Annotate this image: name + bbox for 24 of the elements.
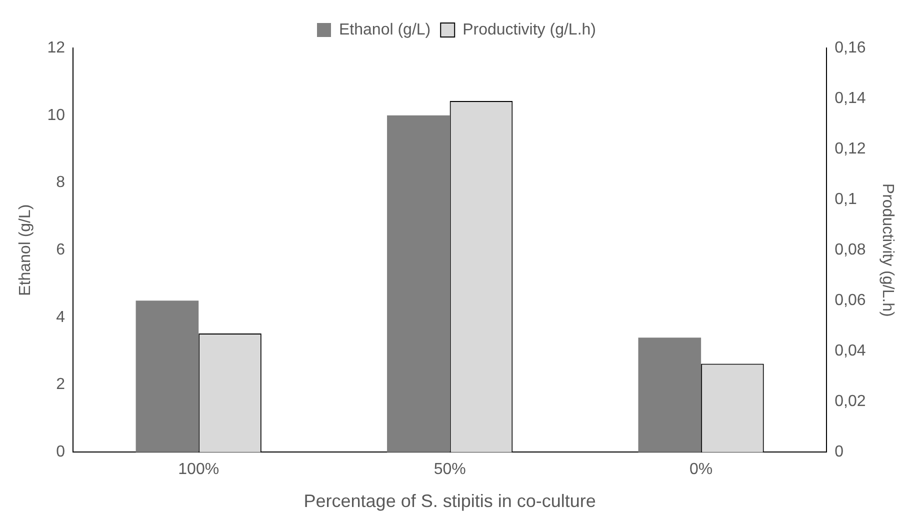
x-tick-label: 100% xyxy=(178,461,220,478)
y-tick-label: 4 xyxy=(56,308,66,326)
y-tick-label: 8 xyxy=(56,174,66,192)
y-tick-label: 0 xyxy=(56,444,66,461)
y2-tick-label: 0,1 xyxy=(834,190,858,208)
x-axis-title: Percentage of S. stipitis in co-culture xyxy=(304,491,596,512)
legend-label: Productivity (g/L.h) xyxy=(462,21,596,38)
y2-tick-label: 0,06 xyxy=(834,292,866,310)
y2-tick-label: 0,02 xyxy=(834,393,866,410)
y2-tick-label: 0,16 xyxy=(834,39,866,56)
y-tick-label: 12 xyxy=(47,39,66,56)
legend-label: Ethanol (g/L) xyxy=(339,21,431,38)
y-axis-title: Ethanol (g/L) xyxy=(17,204,34,296)
y-tick-label: 2 xyxy=(56,376,66,394)
y2-tick-label: 0 xyxy=(834,444,844,461)
y2-tick-label: 0,12 xyxy=(834,140,866,158)
y2-tick-label: 0,04 xyxy=(834,342,866,360)
y2-tick-label: 0,08 xyxy=(834,242,866,259)
y-tick-label: 10 xyxy=(47,106,66,124)
y2-axis-title: Productivity (g/L.h) xyxy=(878,183,896,317)
x-tick-label: 50% xyxy=(434,461,466,478)
y-tick-label: 6 xyxy=(56,242,66,259)
y2-tick-label: 0,14 xyxy=(834,90,866,107)
x-tick-label: 0% xyxy=(689,461,713,478)
